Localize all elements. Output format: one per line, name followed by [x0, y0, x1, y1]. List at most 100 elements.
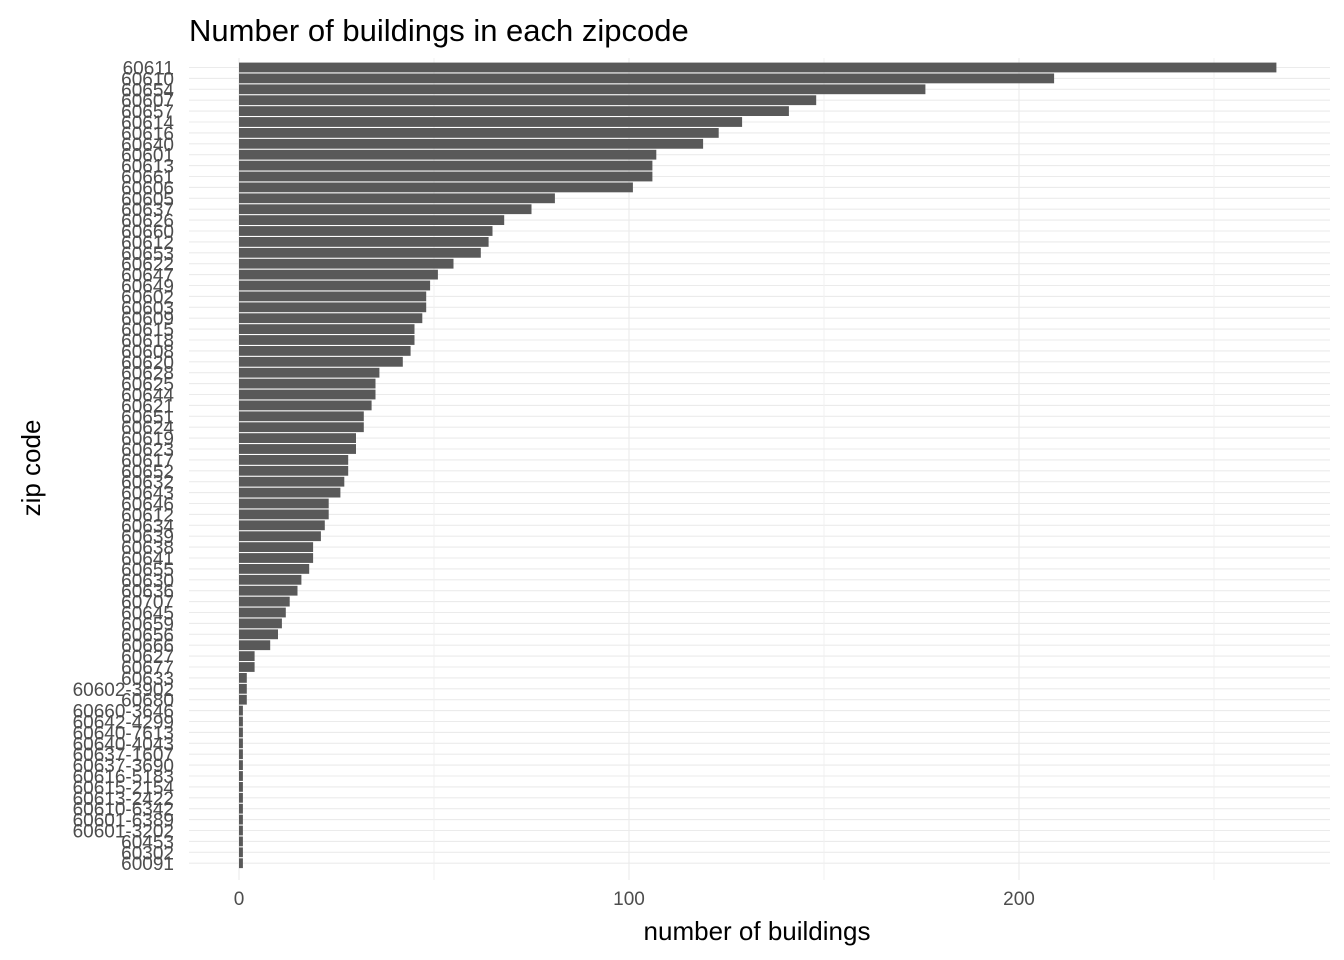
bar	[239, 509, 329, 520]
bar	[239, 771, 243, 781]
bar	[239, 73, 1055, 84]
bar	[239, 814, 243, 825]
bar	[239, 258, 454, 269]
y-tick-label: 60656	[121, 625, 174, 646]
y-tick-label: 60707	[121, 593, 174, 614]
bar	[239, 411, 364, 422]
y-tick-label: 60606	[121, 178, 174, 199]
y-tick-label: 60601	[121, 146, 174, 167]
bar	[239, 760, 243, 771]
y-tick-label: 60677	[121, 658, 174, 679]
y-tick-label: 60621	[121, 396, 174, 417]
bar	[239, 400, 372, 411]
bar	[239, 226, 493, 236]
y-tick-label: 60624	[121, 418, 174, 439]
y-tick-label: 60628	[121, 364, 174, 385]
bar	[239, 237, 489, 247]
bar	[239, 792, 243, 803]
y-tick-label: 60627	[121, 647, 174, 668]
x-tick-label: 0	[234, 889, 245, 910]
y-tick-label: 60645	[121, 604, 174, 625]
bar	[239, 782, 243, 792]
y-tick-label: 60661	[121, 168, 174, 189]
bar	[239, 662, 255, 672]
y-tick-label: 60646	[121, 495, 174, 516]
y-tick-label: 60643	[121, 484, 174, 505]
y-tick-label: 60612	[121, 505, 174, 526]
x-axis-label: number of buildings	[644, 916, 871, 946]
bar	[239, 269, 438, 280]
y-tick-label: 60637	[121, 200, 174, 221]
y-tick-label: 60619	[121, 429, 174, 450]
bar	[239, 444, 356, 454]
bar	[239, 596, 290, 607]
y-tick-label: 60654	[121, 80, 174, 101]
bar	[239, 346, 411, 356]
bar	[239, 117, 743, 127]
y-tick-label: 60302	[121, 843, 174, 864]
bar	[239, 498, 329, 509]
y-tick-label: 60660-3646	[73, 702, 174, 723]
bar	[239, 106, 789, 116]
bar	[239, 520, 325, 531]
y-tick-label: 60616	[121, 124, 174, 145]
chart-title: Number of buildings in each zipcode	[189, 13, 689, 48]
y-tick-label: 60613	[121, 157, 174, 178]
bar	[239, 313, 423, 324]
bar	[239, 204, 532, 215]
y-tick-label: 60659	[121, 614, 174, 635]
y-tick-label: 60603	[121, 298, 174, 319]
y-tick-label: 60607	[121, 91, 174, 112]
y-tick-label: 60617	[121, 451, 174, 472]
bar	[239, 836, 243, 847]
bar	[239, 302, 427, 313]
y-tick-label: 60626	[121, 211, 174, 232]
bar	[239, 716, 243, 727]
y-tick-label: 60651	[121, 407, 174, 428]
y-tick-label: 60609	[121, 309, 174, 330]
bar	[239, 683, 247, 694]
y-tick-label: 60613-2422	[73, 789, 174, 810]
y-tick-label: 60625	[121, 375, 174, 396]
y-tick-label: 60614	[121, 113, 174, 134]
bar	[239, 640, 271, 651]
bar	[239, 422, 364, 433]
y-tick-label: 60641	[121, 549, 174, 570]
y-tick-label: 60637-1607	[73, 745, 174, 766]
x-tick-label: 200	[1003, 889, 1035, 910]
bar	[239, 629, 278, 640]
bar	[239, 84, 926, 95]
y-tick-label: 60623	[121, 440, 174, 461]
bar	[239, 367, 380, 378]
y-tick-label: 60647	[121, 266, 174, 287]
bar	[239, 160, 653, 171]
y-tick-label: 60610-6342	[73, 800, 174, 821]
bar	[239, 749, 243, 760]
y-tick-label: 60608	[121, 342, 174, 363]
bar	[239, 378, 376, 389]
y-tick-label: 60605	[121, 189, 174, 210]
bar	[239, 487, 341, 498]
bar	[239, 455, 349, 465]
bar	[239, 95, 817, 106]
bar	[239, 858, 243, 869]
y-tick-label: 60602-3902	[73, 680, 174, 701]
y-tick-label: 60601-3202	[73, 822, 174, 843]
y-tick-label: 60615-2154	[73, 778, 175, 799]
bar	[239, 553, 314, 563]
y-tick-label: 60633	[121, 669, 174, 690]
y-tick-label: 60657	[121, 102, 174, 123]
y-tick-label: 60636	[121, 582, 174, 603]
bar	[239, 531, 321, 542]
bar	[239, 335, 415, 345]
y-tick-label: 60644	[121, 386, 174, 407]
bar	[239, 618, 282, 629]
y-tick-label: 60639	[121, 527, 174, 548]
y-tick-label: 60612	[121, 233, 174, 254]
bar	[239, 651, 255, 662]
bar	[239, 564, 310, 574]
bar	[239, 847, 243, 858]
bar	[239, 803, 243, 814]
bar	[239, 476, 345, 487]
